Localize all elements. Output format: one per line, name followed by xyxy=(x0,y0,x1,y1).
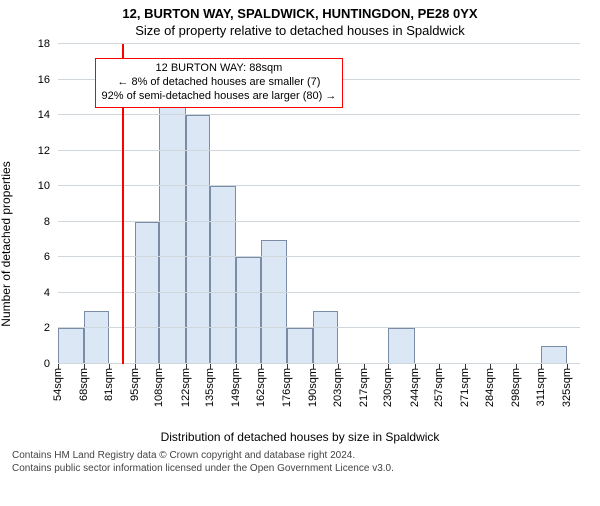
annotation-box: 12 BURTON WAY: 88sqm← 8% of detached hou… xyxy=(95,58,344,107)
histogram-bar xyxy=(313,311,337,364)
x-tick-label: 54sqm xyxy=(52,368,64,401)
histogram-bar xyxy=(236,257,260,364)
y-grid-line xyxy=(58,256,580,257)
histogram-bar xyxy=(135,222,159,364)
plot-area: 02468101214161812 BURTON WAY: 88sqm← 8% … xyxy=(58,44,580,364)
y-tick-label: 10 xyxy=(38,180,50,192)
page-subtitle: Size of property relative to detached ho… xyxy=(0,23,600,38)
x-tick-label: 244sqm xyxy=(409,368,421,407)
x-tick-label: 95sqm xyxy=(129,368,141,401)
x-tick-label: 203sqm xyxy=(332,368,344,407)
x-tick-label: 230sqm xyxy=(382,368,394,407)
x-tick-label: 271sqm xyxy=(459,368,471,407)
histogram-bar xyxy=(541,346,567,364)
x-tick-label: 298sqm xyxy=(510,368,522,407)
y-tick-label: 6 xyxy=(44,251,50,263)
x-tick-label: 176sqm xyxy=(281,368,293,407)
x-tick-label: 108sqm xyxy=(153,368,165,407)
annotation-line: ← 8% of detached houses are smaller (7) xyxy=(102,76,337,90)
y-tick-label: 18 xyxy=(38,38,50,50)
footnote: Contains HM Land Registry data © Crown c… xyxy=(12,450,588,475)
histogram-chart: Number of detached properties 0246810121… xyxy=(12,44,588,444)
y-tick-label: 0 xyxy=(44,358,50,370)
x-tick-label: 135sqm xyxy=(204,368,216,407)
histogram-bar xyxy=(287,328,313,364)
y-grid-line xyxy=(58,43,580,44)
y-grid-line xyxy=(58,185,580,186)
page-title: 12, BURTON WAY, SPALDWICK, HUNTINGDON, P… xyxy=(0,6,600,21)
x-tick-label: 190sqm xyxy=(307,368,319,407)
histogram-bar xyxy=(159,97,185,364)
x-axis-label: Distribution of detached houses by size … xyxy=(12,430,588,444)
histogram-bar xyxy=(84,311,108,364)
histogram-bar xyxy=(261,240,287,364)
histogram-bar xyxy=(58,328,84,364)
x-tick-label: 68sqm xyxy=(78,368,90,401)
histogram-bar xyxy=(388,328,414,364)
histogram-bar xyxy=(210,186,236,364)
y-grid-line xyxy=(58,150,580,151)
y-grid-line xyxy=(58,114,580,115)
x-tick-label: 149sqm xyxy=(230,368,242,407)
footnote-line1: Contains HM Land Registry data © Crown c… xyxy=(12,450,588,463)
annotation-line: 92% of semi-detached houses are larger (… xyxy=(102,90,337,104)
x-tick-label: 81sqm xyxy=(103,368,115,401)
y-tick-label: 16 xyxy=(38,74,50,86)
y-grid-line xyxy=(58,327,580,328)
y-tick-label: 8 xyxy=(44,216,50,228)
x-tick-label: 284sqm xyxy=(484,368,496,407)
x-tick-label: 325sqm xyxy=(561,368,573,407)
footnote-line2: Contains public sector information licen… xyxy=(12,463,588,476)
y-grid-line xyxy=(58,292,580,293)
y-tick-label: 12 xyxy=(38,145,50,157)
x-tick-label: 162sqm xyxy=(255,368,267,407)
x-tick-label: 217sqm xyxy=(358,368,370,407)
y-axis-label: Number of detached properties xyxy=(0,161,13,326)
x-tick-label: 257sqm xyxy=(433,368,445,407)
x-tick-label: 311sqm xyxy=(535,368,547,406)
y-tick-label: 14 xyxy=(38,109,50,121)
y-tick-label: 4 xyxy=(44,287,50,299)
y-grid-line xyxy=(58,221,580,222)
x-tick-label: 122sqm xyxy=(180,368,192,407)
x-tick-labels: 54sqm68sqm81sqm95sqm108sqm122sqm135sqm14… xyxy=(58,364,580,428)
annotation-line: 12 BURTON WAY: 88sqm xyxy=(102,62,337,76)
y-tick-label: 2 xyxy=(44,322,50,334)
